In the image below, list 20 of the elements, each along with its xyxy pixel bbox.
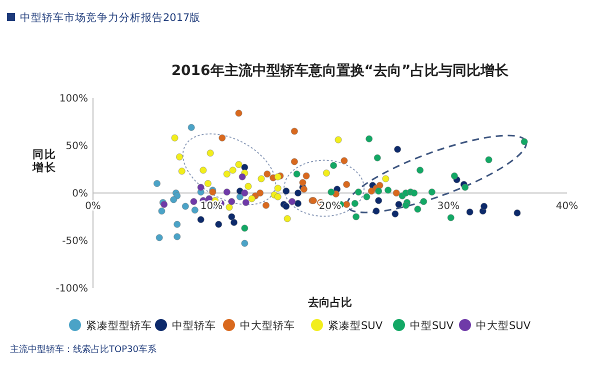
y-tick-label: 100% [59,94,88,104]
legend-label: 中型SUV [410,319,454,332]
legend-label: 紧凑型型轿车 [86,319,152,332]
y-tick-label: -100% [56,284,88,294]
y-axis-title: 同比增长 [32,148,56,174]
legend-label: 中大型SUV [476,319,532,332]
chart-subtitle: 中型轿车市场竞争力分析报告2017版 [20,11,201,24]
x-tick-label: 10% [200,201,223,212]
x-axis-title: 去向占比 [307,296,352,309]
x-tick-label: 30% [437,201,460,212]
legend-label: 中型轿车 [172,319,216,332]
legend-label: 紧凑型SUV [328,320,384,332]
y-tick-label: -50% [62,236,88,247]
x-tick-label: 0% [85,201,101,212]
text: 主流中型轿车：线索占比TOP30车系 [10,344,156,355]
y-tick-label: 0% [72,188,88,200]
chart-title: 2016年主流中型轿车意向置换“去向”占比与同比增长 [171,62,510,79]
x-tick-label: 40% [556,201,578,212]
legend-label: 中大型轿车 [240,319,295,332]
y-tick-label: 50% [66,141,88,152]
